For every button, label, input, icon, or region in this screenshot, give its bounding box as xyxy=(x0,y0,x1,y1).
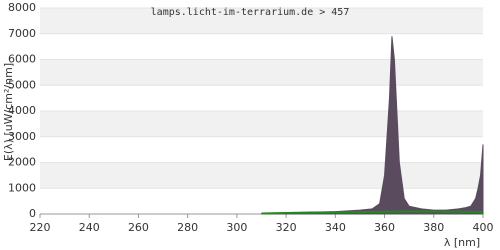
x-tick-label: 400 xyxy=(473,221,494,234)
x-tick-label: 320 xyxy=(276,221,297,234)
grid-band xyxy=(40,111,483,137)
y-tick-label: 5000 xyxy=(8,78,36,91)
grid-band xyxy=(40,162,483,189)
y-tick-label: 0 xyxy=(29,207,36,220)
plot-area xyxy=(39,7,484,218)
spectrum-line xyxy=(261,210,484,215)
y-tick-label: 6000 xyxy=(8,53,36,66)
y-tick-label: 3000 xyxy=(8,130,36,143)
grid-band xyxy=(40,8,483,34)
x-tick-label: 280 xyxy=(177,221,198,234)
y-tick-label: 8000 xyxy=(8,1,36,14)
x-axis-label: λ [nm] xyxy=(444,236,480,249)
y-tick-label: 2000 xyxy=(8,156,36,169)
x-tick-label: 340 xyxy=(325,221,346,234)
grid-band xyxy=(40,59,483,86)
y-tick-label: 7000 xyxy=(8,27,36,40)
chart-title: lamps.licht-im-terrarium.de > 457 xyxy=(151,7,350,18)
y-tick-label: 4000 xyxy=(8,104,36,117)
y-tick-label: 1000 xyxy=(8,181,36,194)
y-axis-label: E(λ) [uW/cm²/nm] xyxy=(2,63,15,161)
x-tick-label: 260 xyxy=(128,221,149,234)
x-tick-label: 380 xyxy=(423,221,444,234)
x-tick-label: 240 xyxy=(79,221,100,234)
x-tick-label: 360 xyxy=(374,221,395,234)
x-tick-label: 300 xyxy=(226,221,247,234)
x-tick-label: 220 xyxy=(30,221,51,234)
